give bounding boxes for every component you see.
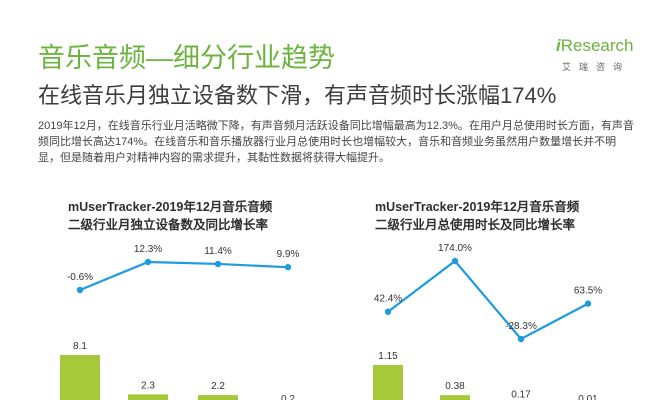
chart-1-growth-point — [144, 258, 152, 266]
chart-2-bar — [373, 365, 403, 400]
chart-2-growth-label: 174.0% — [438, 243, 472, 254]
page-subtitle: 在线音乐月独立设备数下滑，有声音频时长涨幅174% — [38, 83, 557, 108]
chart-1-growth-point — [214, 260, 222, 268]
chart-2-growth-point — [517, 335, 525, 343]
chart-2-bar-label: 0.01 — [578, 394, 598, 400]
summary-paragraph: 2019年12月，在线音乐行业月活略微下降，有声音频月活跃设备同比增幅最高为12… — [38, 120, 634, 164]
chart-2-growth-line — [387, 259, 589, 341]
chart-1-growth-line — [79, 260, 289, 292]
chart-1-growth-label: 11.4% — [204, 246, 232, 257]
logo-brand-prefix: i — [556, 36, 561, 55]
chart-1-bar — [60, 355, 100, 400]
chart-2-title-line2: 二级行业月总使用时长及同比增长率 — [375, 218, 576, 232]
chart-2-title: mUserTracker-2019年12月音乐音频 二级行业月总使用时长及同比增… — [375, 198, 579, 234]
chart-1-growth-label: 12.3% — [134, 244, 162, 255]
logo-brand-rest: Research — [560, 36, 634, 55]
logo-subtitle: 艾瑞咨询 — [562, 62, 631, 72]
chart-1-bar-label: 2.2 — [211, 381, 225, 392]
chart-2-title-line1: mUserTracker-2019年12月音乐音频 — [375, 200, 580, 214]
chart-1-title-line2: 二级行业月独立设备数及同比增长率 — [68, 218, 269, 232]
chart-2-growth-label: 42.4% — [374, 294, 402, 305]
chart-2-growth-point — [384, 308, 392, 315]
chart-2-growth-point — [451, 257, 459, 265]
chart-1-growth-point — [284, 264, 292, 271]
iresearch-logo: iResearch 艾瑞咨询 — [556, 36, 636, 76]
chart-1-bar-label: 0.2 — [281, 394, 295, 400]
chart-2-bar — [440, 395, 470, 400]
page-title: 音乐音频—细分行业趋势 — [38, 43, 335, 73]
chart-1-title: mUserTracker-2019年12月音乐音频 二级行业月独立设备数及同比增… — [68, 198, 272, 234]
chart-1-title-line1: mUserTracker-2019年12月音乐音频 — [68, 200, 273, 214]
chart-2-growth-label: 63.5% — [574, 286, 602, 297]
chart-1-bar — [198, 395, 238, 400]
chart-2-growth-point — [584, 300, 592, 307]
chart-1-growth-label: 9.9% — [277, 249, 300, 260]
chart-2-growth-label: -28.3% — [505, 321, 537, 332]
chart-1-bar — [128, 394, 168, 400]
chart-1-growth-label: -0.6% — [67, 272, 93, 283]
chart-2-bar-label: 1.15 — [378, 351, 398, 362]
chart-1-growth-point — [76, 286, 84, 294]
chart-2-bar-label: 0.38 — [445, 381, 465, 392]
chart-1-bar-label: 8.1 — [73, 341, 87, 352]
chart-1-bar-label: 2.3 — [141, 380, 155, 391]
chart-2-bar-label: 0.17 — [511, 389, 531, 400]
